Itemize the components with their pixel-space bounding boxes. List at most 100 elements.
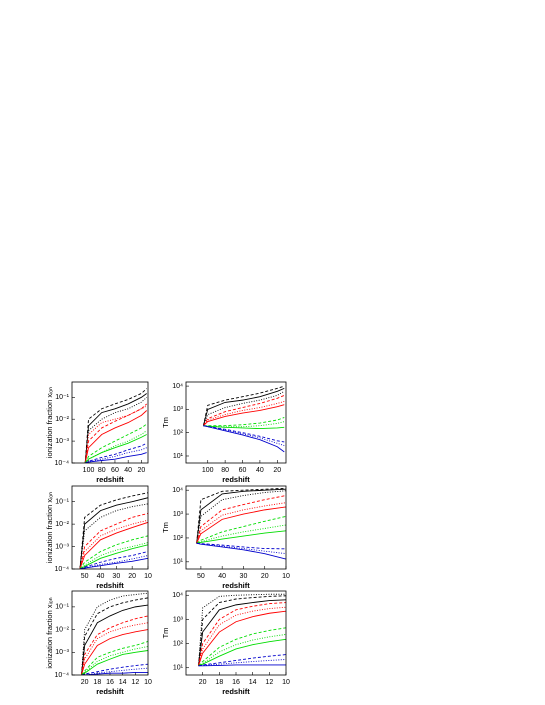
curve [198, 610, 286, 666]
x-tick-label: 50 [81, 573, 89, 580]
curve [196, 488, 286, 544]
curve [79, 542, 148, 569]
x-axis-label: redshift [222, 581, 250, 590]
y-tick-label: 10² [173, 640, 184, 647]
curve [196, 530, 286, 544]
y-tick-label: 10⁻³ [55, 543, 69, 550]
curve [202, 390, 285, 426]
frame [185, 590, 287, 676]
curve [84, 405, 147, 463]
x-tick-label: 10 [144, 573, 152, 580]
x-tick-label: 16 [106, 679, 114, 686]
curve [198, 606, 286, 666]
y-tick-label: 10¹ [173, 665, 184, 672]
curves [202, 385, 285, 453]
curve [79, 492, 148, 569]
frame [185, 485, 287, 570]
curve [79, 557, 148, 569]
y-tick-label: 10⁻² [55, 626, 69, 633]
curve [84, 393, 147, 463]
x-tick-label: 12 [131, 679, 139, 686]
x-tick-label: 20 [128, 573, 136, 580]
curve [79, 519, 148, 569]
y-axis-label: Tm [161, 522, 170, 533]
x-tick-label: 20 [273, 467, 281, 474]
curve [81, 646, 148, 675]
curve [81, 615, 148, 675]
curve [196, 490, 286, 544]
curve [196, 502, 286, 544]
curve [79, 544, 148, 569]
y-axis-label: ionization fraction xᵢₒₙ [45, 597, 54, 668]
x-tick-label: 20 [137, 467, 145, 474]
curve [84, 410, 147, 463]
x-tick-label: 20 [199, 679, 207, 686]
panel: 100 80 60 40 20 10¹ 10² 10³ 10⁴ redshift Tm [161, 381, 287, 484]
x-tick-label: 40 [256, 467, 264, 474]
y-tick-label: 10⁴ [172, 383, 183, 390]
x-tick-label: 12 [265, 679, 273, 686]
curves [198, 593, 286, 667]
curve [81, 592, 148, 675]
frame [71, 381, 149, 464]
curve [81, 671, 148, 675]
curve [196, 495, 286, 544]
x-axis-label: redshift [222, 475, 250, 484]
curve [196, 487, 286, 544]
curve [196, 524, 286, 544]
curve [84, 396, 147, 463]
x-tick-label: 100 [202, 467, 214, 474]
curve [202, 387, 285, 426]
panel: 50 40 30 20 10 10¹ 10² 10³ 10⁴ redshift Tm [161, 485, 290, 590]
curve [196, 542, 286, 550]
y-tick-label: 10⁻² [55, 416, 69, 423]
x-tick-label: 10 [282, 679, 290, 686]
y-tick-label: 10¹ [173, 559, 184, 566]
curve [198, 659, 286, 667]
x-tick-label: 30 [240, 573, 248, 580]
curve [79, 551, 148, 569]
x-tick-label: 20 [261, 573, 269, 580]
curve [81, 597, 148, 675]
curve [203, 394, 285, 426]
curve [79, 555, 148, 569]
y-tick-label: 10⁻³ [55, 649, 69, 656]
x-tick-label: 18 [93, 679, 101, 686]
x-axis-label: redshift [96, 475, 124, 484]
x-tick-label: 18 [215, 679, 223, 686]
panel: 20 18 16 14 12 10 10¹ 10² 10³ 10⁴ redshift Tm [161, 590, 290, 696]
x-tick-label: 20 [81, 679, 89, 686]
curve [203, 425, 285, 453]
curve [198, 638, 286, 667]
x-tick-label: 16 [232, 679, 240, 686]
curve [203, 400, 285, 426]
curve [198, 595, 286, 666]
y-tick-label: 10⁻³ [55, 438, 69, 445]
panel: 100 80 60 40 20 10⁻⁴ 10⁻³ 10⁻² 10⁻¹ redshift ioniz… [45, 381, 149, 484]
curve [196, 515, 286, 544]
x-tick-label: 80 [98, 467, 106, 474]
x-tick-label: 100 [83, 467, 95, 474]
x-axis-label: redshift [222, 687, 250, 696]
curve [203, 417, 285, 427]
x-tick-label: 30 [112, 573, 120, 580]
y-tick-label: 10³ [173, 616, 184, 623]
curve [196, 542, 286, 560]
frame [71, 485, 149, 570]
curve [84, 423, 147, 463]
curve [198, 593, 286, 666]
curve [85, 447, 147, 463]
curve [81, 622, 148, 675]
y-tick-label: 10⁻¹ [55, 499, 69, 506]
curve [79, 497, 148, 569]
curve [198, 664, 286, 667]
frame [71, 590, 149, 676]
curve [84, 403, 147, 463]
curve [196, 506, 286, 544]
y-tick-label: 10⁻⁴ [55, 672, 70, 679]
curve [81, 650, 148, 675]
curve [85, 442, 147, 463]
panel: 20 18 16 14 12 10 10⁻⁴ 10⁻³ 10⁻² 10⁻¹ redshift ioni… [45, 590, 152, 696]
x-tick-label: 60 [239, 467, 247, 474]
